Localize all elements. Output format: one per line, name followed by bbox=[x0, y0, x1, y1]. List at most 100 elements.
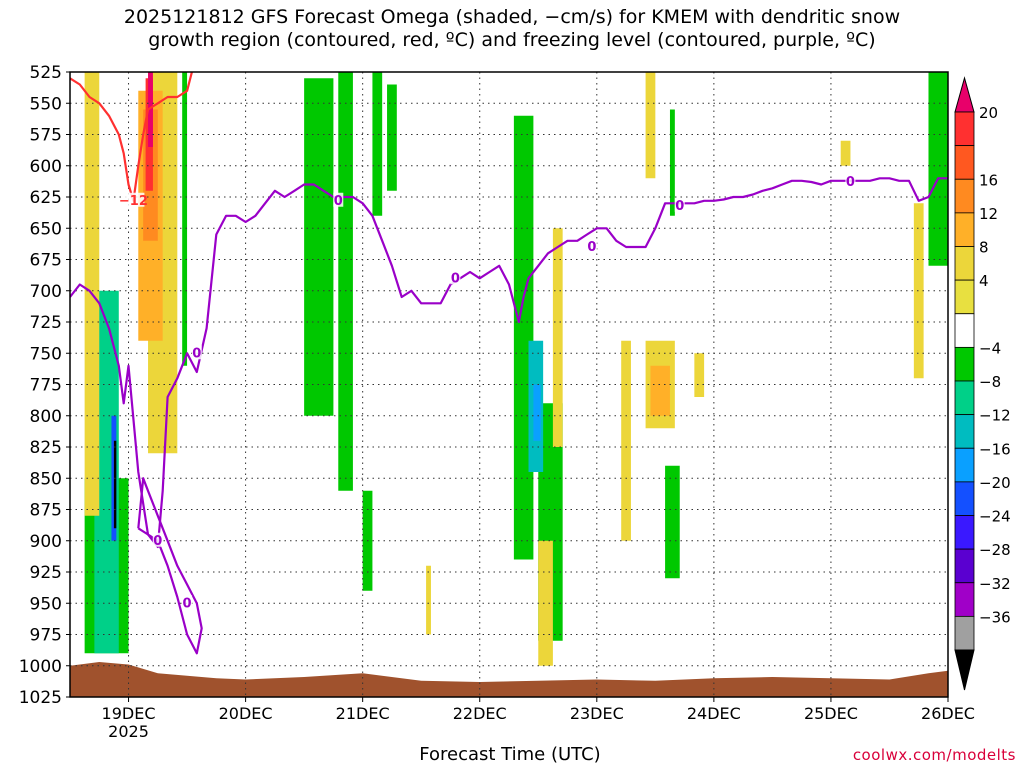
omega-region-5 bbox=[387, 84, 397, 191]
omega-region-30 bbox=[840, 140, 851, 166]
colorbar-label-0: 20 bbox=[979, 104, 998, 122]
contour-label-bg-1-1 bbox=[182, 595, 193, 610]
colorbar-box-2 bbox=[954, 178, 975, 214]
y-tick-label-625: 625 bbox=[30, 188, 62, 208]
omega-region-9 bbox=[669, 109, 675, 216]
colorbar-label-6: −8 bbox=[979, 373, 1001, 391]
colorbar-label-8: −16 bbox=[979, 440, 1011, 458]
y-tick-label-1025: 1025 bbox=[19, 688, 62, 708]
colorbar: 20 16 12 8 4 −4 −8 −12 −16 −20 −24 −28 −32 −36 bbox=[954, 76, 1011, 691]
x-tick-label-19DEC: 19DEC bbox=[102, 704, 156, 723]
omega-region-0 bbox=[182, 72, 188, 366]
omega-region-23 bbox=[552, 228, 563, 447]
colorbar-box-3 bbox=[954, 212, 975, 247]
y-tick-label-700: 700 bbox=[30, 282, 62, 302]
y-tick-label-900: 900 bbox=[30, 532, 62, 552]
colorbar-box-8 bbox=[954, 380, 975, 416]
omega-shading bbox=[70, 72, 948, 697]
title-line-2: growth region (contoured, red, ºC) and f… bbox=[148, 29, 876, 51]
colorbar-box-9 bbox=[954, 414, 975, 449]
y-tick-label-975: 975 bbox=[30, 626, 62, 646]
contour-label-bg-0-0 bbox=[191, 345, 202, 360]
plot-frame bbox=[69, 71, 949, 698]
terrain-area bbox=[70, 662, 948, 697]
omega-region-22 bbox=[148, 72, 153, 147]
contour-label-2-0: −12 bbox=[119, 194, 148, 209]
y-tick-label-950: 950 bbox=[30, 594, 62, 614]
colorbar-box-10 bbox=[954, 447, 975, 483]
colorbar-box-5 bbox=[954, 279, 975, 315]
y-tick-label-775: 775 bbox=[30, 376, 62, 396]
y-axis: 525 550 575 600 625 650 675 700 725 750 775 800 825 8… bbox=[19, 63, 70, 708]
omega-region-11 bbox=[928, 72, 948, 266]
colorbar-label-9: −20 bbox=[979, 474, 1011, 492]
colorbar-label-12: −32 bbox=[979, 575, 1011, 593]
y-tick-label-575: 575 bbox=[30, 126, 62, 146]
x-tick-label-22DEC: 22DEC bbox=[453, 704, 507, 723]
contour-label-0-3: 0 bbox=[587, 240, 596, 255]
contour-label-1-0: 0 bbox=[153, 534, 162, 549]
colorbar-bottom-arrow bbox=[954, 649, 975, 691]
omega-region-14 bbox=[533, 384, 541, 441]
y-tick-label-800: 800 bbox=[30, 407, 62, 427]
y-tick-label-550: 550 bbox=[30, 94, 62, 114]
colorbar-box-12 bbox=[954, 515, 975, 550]
contour-label-bg-0-3 bbox=[586, 239, 597, 253]
omega-region-25 bbox=[621, 340, 631, 541]
omega-region-24 bbox=[538, 540, 553, 666]
colorbar-box-6 bbox=[954, 313, 975, 348]
colorbar-box-14 bbox=[954, 582, 975, 617]
title-line-1: 2025121812 GFS Forecast Omega (shaded, −… bbox=[123, 6, 901, 28]
x-tick-label-26DEC: 26DEC bbox=[921, 704, 975, 723]
y-tick-label-725: 725 bbox=[30, 313, 62, 333]
y-tick-label-525: 525 bbox=[30, 63, 62, 83]
colorbar-box-1 bbox=[954, 145, 975, 180]
contour-label-bg-0-5 bbox=[845, 174, 856, 188]
y-tick-label-825: 825 bbox=[30, 438, 62, 458]
omega-region-32 bbox=[426, 565, 431, 635]
contour-label-bg-2-0 bbox=[122, 192, 145, 207]
contour-label-bg-0-2 bbox=[450, 270, 461, 285]
colorbar-label-5: −4 bbox=[979, 339, 1001, 357]
x-tick-label-25DEC: 25DEC bbox=[804, 704, 858, 723]
colorbar-box-13 bbox=[954, 548, 975, 584]
y-tick-label-600: 600 bbox=[30, 157, 62, 177]
omega-region-10 bbox=[665, 465, 680, 579]
contours: 0 0 0 0 0 0 0 0 −12 bbox=[70, 72, 948, 655]
colorbar-label-13: −36 bbox=[979, 608, 1011, 626]
y-tick-label-650: 650 bbox=[30, 219, 62, 239]
colorbar-label-11: −28 bbox=[979, 541, 1011, 559]
colorbar-label-2: 12 bbox=[979, 205, 998, 223]
colorbar-label-10: −24 bbox=[979, 508, 1011, 526]
contour-line-1 bbox=[137, 477, 203, 655]
omega-region-7 bbox=[513, 115, 534, 560]
x-tick-label-23DEC: 23DEC bbox=[570, 704, 624, 723]
omega-region-29 bbox=[694, 353, 705, 397]
y-tick-label-1000: 1000 bbox=[19, 657, 62, 677]
contour-label-bg-0-4 bbox=[674, 197, 685, 212]
credit-link[interactable]: coolwx.com/modelts bbox=[852, 746, 1016, 764]
contour-line-0 bbox=[70, 177, 948, 549]
x-tick-sublabel-0: 2025 bbox=[108, 722, 149, 741]
colorbar-label-7: −12 bbox=[979, 407, 1011, 425]
contour-label-0-0: 0 bbox=[192, 346, 201, 361]
contour-label-0-5: 0 bbox=[846, 175, 855, 190]
colorbar-box-4 bbox=[954, 246, 975, 281]
colorbar-box-11 bbox=[954, 481, 975, 516]
colorbar-box-7 bbox=[954, 346, 975, 382]
omega-region-31 bbox=[913, 203, 924, 379]
y-tick-label-875: 875 bbox=[30, 501, 62, 521]
contour-label-0-1: 0 bbox=[334, 194, 343, 209]
colorbar-box-15 bbox=[954, 615, 975, 651]
contour-label-bg-0-1 bbox=[333, 192, 344, 207]
omega-region-26 bbox=[645, 72, 656, 179]
omega-region-28 bbox=[650, 365, 670, 416]
chart-title: 2025121812 GFS Forecast Omega (shaded, −… bbox=[0, 6, 1024, 52]
contour-label-0-4: 0 bbox=[675, 199, 684, 214]
colorbar-label-1: 16 bbox=[979, 171, 998, 189]
x-tick-label-21DEC: 21DEC bbox=[336, 704, 390, 723]
contour-label-0-2: 0 bbox=[451, 271, 460, 286]
y-tick-label-675: 675 bbox=[30, 251, 62, 271]
grid bbox=[70, 72, 948, 697]
